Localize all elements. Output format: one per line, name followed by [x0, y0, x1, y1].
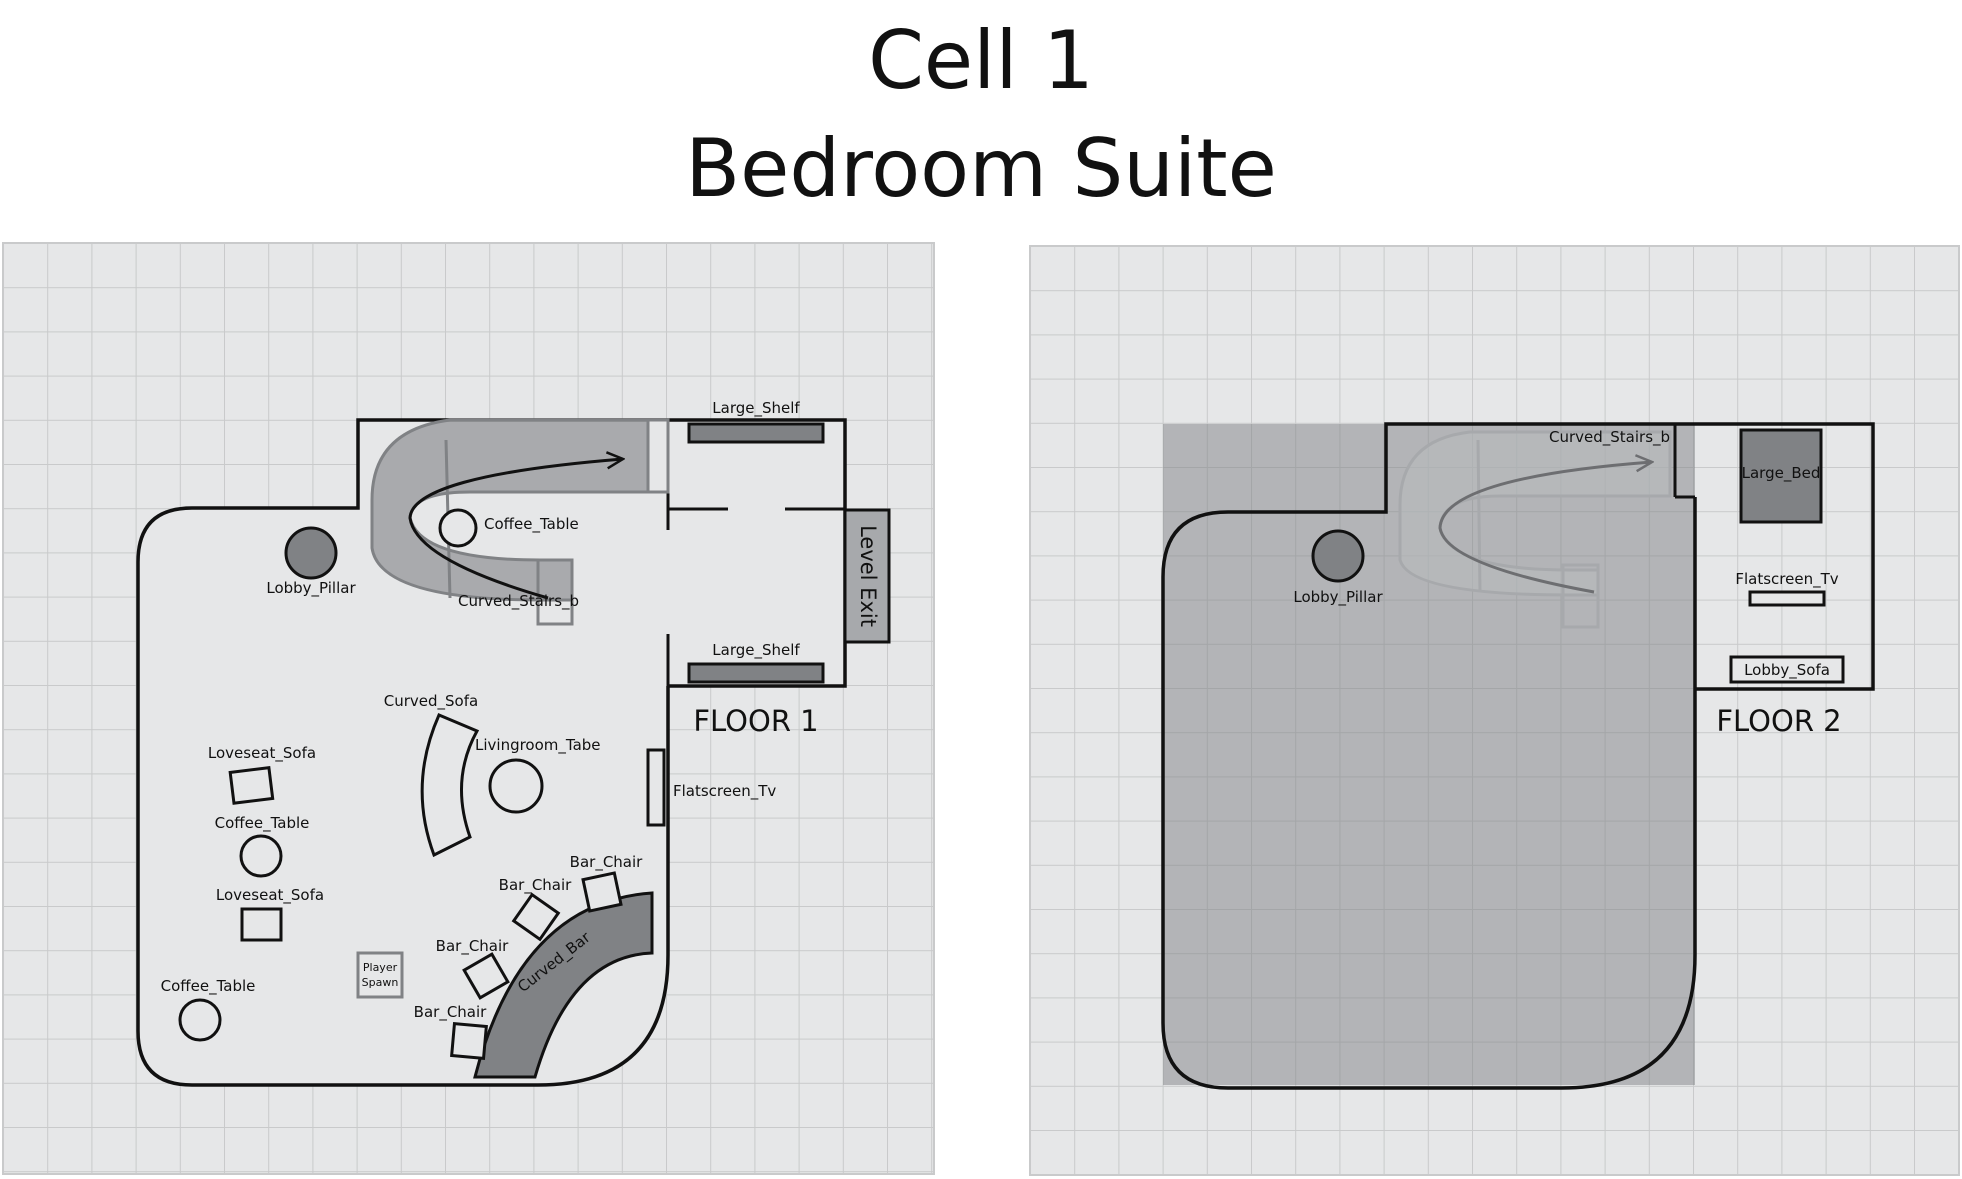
label-floor-2-flatscreen-tv: Flatscreen_Tv — [1735, 570, 1838, 589]
coffee-table-1 — [239, 834, 283, 878]
bar-chair-1 — [581, 871, 623, 913]
label-large-bed: Large_Bed — [1742, 464, 1821, 483]
floor-2-label: FLOOR 2 — [1716, 704, 1841, 738]
label-flatscreen-tv: Flatscreen_Tv — [673, 782, 776, 801]
floor-2-stairs-arrow — [1438, 462, 1652, 594]
loveseat-sofa-2 — [240, 907, 283, 942]
label-bar-chair-2: Bar_Chair — [499, 876, 572, 895]
flatscreen-tv — [646, 748, 666, 827]
stairs-landing — [646, 418, 670, 494]
floor-1-room-fill — [138, 420, 845, 1085]
large-bed — [1739, 428, 1823, 524]
floor-1-label: FLOOR 1 — [693, 704, 818, 738]
floor-2-outer-wall — [1161, 422, 1697, 1090]
floor-1-outer-wall — [136, 418, 670, 1087]
livingroom-table — [488, 758, 544, 814]
stairs-step — [1476, 439, 1482, 593]
label-large-shelf-bottom: Large_Shelf — [712, 641, 800, 660]
floor-2-bedroom-wall — [1675, 422, 1875, 691]
label-player-spawn-1: Player — [363, 961, 398, 974]
stairs-direction-arrow — [408, 459, 623, 600]
large-shelf-bottom — [687, 662, 825, 684]
curved-bar — [473, 891, 654, 1079]
bar-chair-4 — [450, 1022, 488, 1060]
level-exit[interactable] — [843, 508, 891, 644]
label-curved-stairs: Curved_Stairs_b — [458, 592, 579, 611]
coffee-table-stairs — [438, 508, 478, 548]
label-coffee-table-2: Coffee_Table — [161, 977, 256, 996]
label-floor-2-curved-stairs: Curved_Stairs_b — [1549, 428, 1670, 447]
label-curved-sofa: Curved_Sofa — [384, 692, 478, 711]
floor-1-plan: Coffee_Table Curved_Stairs_b Lobby_Pilla… — [2, 242, 935, 1175]
large-shelf-top — [687, 422, 825, 444]
label-floor-2-lobby-pillar: Lobby_Pillar — [1293, 588, 1383, 607]
floor-2-plan: Curved_Stairs_b Lobby_Pillar Large_Bed F… — [1029, 245, 1960, 1176]
title-line-1: Cell 1 — [868, 14, 1094, 107]
label-bar-chair-3: Bar_Chair — [436, 937, 509, 956]
label-bar-chair-4: Bar_Chair — [414, 1003, 487, 1022]
label-livingroom-table: Livingroom_Tabe — [475, 736, 601, 755]
title-line-2: Bedroom Suite — [685, 122, 1277, 215]
floor-2-lobby-pillar — [1311, 529, 1365, 583]
stairs-base — [536, 558, 574, 626]
curved-sofa — [420, 713, 480, 858]
stairs-base — [1561, 563, 1600, 629]
label-coffee-table-stairs: Coffee_Table — [484, 515, 579, 534]
lobby-sofa — [1729, 655, 1845, 684]
lobby-pillar — [284, 526, 338, 580]
bar-chair-3 — [462, 952, 510, 1000]
label-player-spawn-2: Spawn — [362, 976, 399, 989]
label-lobby-pillar: Lobby_Pillar — [266, 579, 356, 598]
label-bar-chair-1: Bar_Chair — [570, 853, 643, 872]
label-large-shelf-top: Large_Shelf — [712, 399, 800, 418]
label-loveseat-sofa-2: Loveseat_Sofa — [216, 886, 324, 905]
label-lobby-sofa: Lobby_Sofa — [1744, 661, 1830, 680]
floor-2-flatscreen-tv — [1748, 590, 1826, 607]
bar-chair-2 — [511, 892, 561, 942]
label-coffee-table-1: Coffee_Table — [215, 814, 310, 833]
coffee-table-2 — [178, 998, 222, 1042]
loveseat-sofa-1 — [228, 766, 275, 805]
player-spawn[interactable] — [356, 951, 404, 999]
label-level-exit: Level Exit — [856, 525, 880, 627]
label-loveseat-sofa-1: Loveseat_Sofa — [208, 744, 316, 763]
